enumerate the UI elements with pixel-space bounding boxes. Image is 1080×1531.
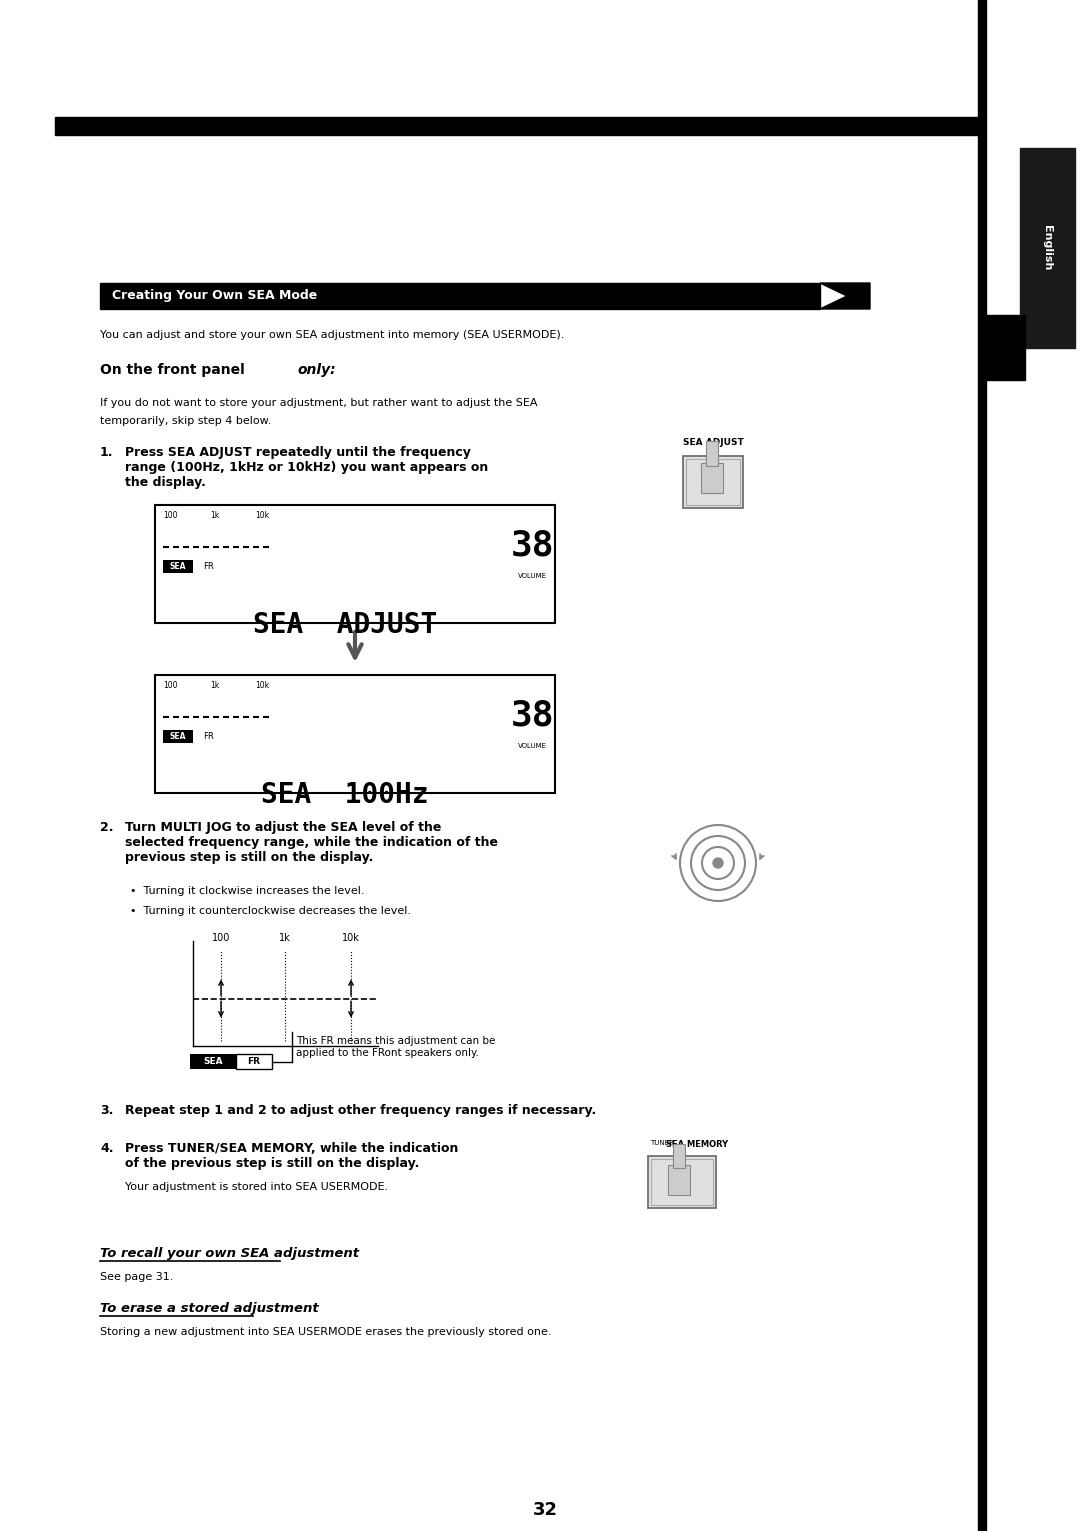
Text: 100: 100 bbox=[163, 680, 177, 689]
Text: 100: 100 bbox=[163, 510, 177, 519]
Text: Turn MULTI JOG to adjust the SEA level of the
selected frequency range, while th: Turn MULTI JOG to adjust the SEA level o… bbox=[125, 821, 498, 863]
Bar bbox=[100, 283, 820, 309]
Text: 10k: 10k bbox=[342, 932, 360, 943]
Text: 10k: 10k bbox=[255, 680, 269, 689]
Text: To recall your own SEA adjustment: To recall your own SEA adjustment bbox=[100, 1248, 360, 1260]
Text: 1k: 1k bbox=[279, 932, 291, 943]
Bar bbox=[1020, 149, 1075, 348]
Text: only:: only: bbox=[298, 363, 337, 377]
Bar bbox=[686, 459, 740, 505]
Text: FR: FR bbox=[247, 1056, 260, 1066]
Text: 2.: 2. bbox=[100, 821, 113, 834]
Bar bbox=[706, 441, 718, 465]
Bar bbox=[55, 116, 980, 135]
Text: FR: FR bbox=[203, 562, 214, 571]
Bar bbox=[651, 1159, 713, 1205]
Text: Press SEA ADJUST repeatedly until the frequency
range (100Hz, 1kHz or 10kHz) you: Press SEA ADJUST repeatedly until the fr… bbox=[125, 446, 488, 488]
Text: FR: FR bbox=[203, 732, 214, 741]
Text: VOLUME: VOLUME bbox=[518, 743, 546, 749]
Text: 10k: 10k bbox=[255, 510, 269, 519]
Bar bbox=[156, 675, 555, 793]
Text: If you do not want to store your adjustment, but rather want to adjust the SEA: If you do not want to store your adjustm… bbox=[100, 398, 538, 407]
Text: 100: 100 bbox=[212, 932, 230, 943]
Text: 4.: 4. bbox=[100, 1142, 113, 1154]
Text: temporarily, skip step 4 below.: temporarily, skip step 4 below. bbox=[100, 416, 271, 426]
Bar bbox=[683, 456, 743, 508]
Text: SEA: SEA bbox=[170, 562, 186, 571]
Text: SEA MEMORY: SEA MEMORY bbox=[666, 1141, 728, 1148]
Text: This FR means this adjustment can be
applied to the FRont speakers only.: This FR means this adjustment can be app… bbox=[296, 1036, 496, 1058]
Circle shape bbox=[713, 857, 723, 868]
Text: 32: 32 bbox=[532, 1500, 557, 1519]
Text: TUNER: TUNER bbox=[650, 1141, 674, 1147]
Bar bbox=[669, 1165, 690, 1196]
Text: You can adjust and store your own SEA adjustment into memory (SEA USERMODE).: You can adjust and store your own SEA ad… bbox=[100, 331, 565, 340]
Text: Press TUNER/SEA MEMORY, while the indication
of the previous step is still on th: Press TUNER/SEA MEMORY, while the indica… bbox=[125, 1142, 458, 1170]
Text: 38: 38 bbox=[511, 698, 555, 732]
Text: On the front panel: On the front panel bbox=[100, 363, 249, 377]
Bar bbox=[701, 462, 723, 493]
Text: 38: 38 bbox=[511, 528, 555, 562]
Bar bbox=[673, 1144, 685, 1168]
Text: Storing a new adjustment into SEA USERMODE erases the previously stored one.: Storing a new adjustment into SEA USERMO… bbox=[100, 1327, 552, 1337]
Bar bbox=[237, 1053, 272, 1069]
Bar bbox=[156, 505, 555, 623]
Text: 3.: 3. bbox=[100, 1104, 113, 1118]
Text: •  Turning it clockwise increases the level.: • Turning it clockwise increases the lev… bbox=[130, 886, 365, 896]
Bar bbox=[163, 730, 193, 743]
Text: SEA  ADJUST: SEA ADJUST bbox=[253, 611, 437, 638]
Text: Creating Your Own SEA Mode: Creating Your Own SEA Mode bbox=[112, 289, 318, 303]
Text: To erase a stored adjustment: To erase a stored adjustment bbox=[100, 1301, 319, 1315]
Text: 1k: 1k bbox=[211, 510, 219, 519]
Bar bbox=[163, 560, 193, 573]
Text: Repeat step 1 and 2 to adjust other frequency ranges if necessary.: Repeat step 1 and 2 to adjust other freq… bbox=[125, 1104, 596, 1118]
Text: 1.: 1. bbox=[100, 446, 113, 459]
Text: SEA: SEA bbox=[170, 732, 186, 741]
Text: SEA ADJUST: SEA ADJUST bbox=[683, 438, 743, 447]
Polygon shape bbox=[820, 283, 870, 309]
Text: SEA  100Hz: SEA 100Hz bbox=[261, 781, 429, 808]
Bar bbox=[983, 315, 1025, 380]
Text: See page 31.: See page 31. bbox=[100, 1272, 174, 1281]
Text: English: English bbox=[1042, 225, 1052, 271]
Bar bbox=[978, 0, 986, 1531]
Bar bbox=[648, 1156, 716, 1208]
Text: Your adjustment is stored into SEA USERMODE.: Your adjustment is stored into SEA USERM… bbox=[125, 1182, 388, 1193]
Text: 1k: 1k bbox=[211, 680, 219, 689]
Text: SEA: SEA bbox=[203, 1056, 222, 1066]
Bar bbox=[190, 1053, 237, 1069]
Text: •  Turning it counterclockwise decreases the level.: • Turning it counterclockwise decreases … bbox=[130, 906, 411, 916]
Text: VOLUME: VOLUME bbox=[518, 573, 546, 579]
